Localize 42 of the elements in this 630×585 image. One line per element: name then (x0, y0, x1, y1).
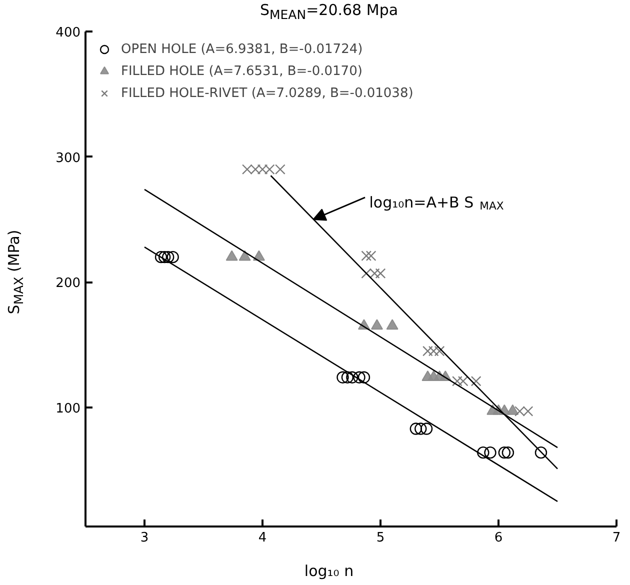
point (336, 371, 349, 384)
legend-label: OPEN HOLE (A=6.9381, B=-0.01724) (121, 42, 363, 56)
x-tick-label: 3 (140, 530, 149, 546)
point (353, 371, 366, 384)
point (158, 250, 171, 264)
point (370, 319, 383, 330)
point (410, 422, 422, 435)
point (428, 346, 439, 356)
y-tick-label: 100 (56, 401, 81, 416)
x-axis-title: log₁₀ n (304, 561, 354, 582)
point (358, 371, 370, 384)
point (470, 376, 482, 386)
point (484, 446, 496, 459)
point (534, 446, 548, 459)
legend-label: FILLED HOLE (A=7.6531, B=-0.0170) (121, 64, 362, 78)
point (154, 250, 168, 264)
point (375, 268, 386, 279)
point (162, 250, 174, 264)
point (506, 404, 519, 415)
point (361, 250, 372, 262)
point (420, 422, 433, 435)
point (414, 422, 427, 435)
y-tick-label: 400 (56, 26, 81, 40)
point (366, 250, 376, 262)
legend-label: FILLED HOLE-RIVET (A=7.0289, B=-0.01038) (121, 86, 414, 100)
point (458, 376, 468, 386)
point (346, 371, 358, 384)
x-tick-label: 7 (612, 530, 621, 546)
point (502, 446, 514, 459)
point (341, 371, 354, 384)
point (477, 446, 490, 459)
chart-title: S$_{MEAN}$=20.68 Mpa (260, 0, 398, 24)
y-tick-label: 200 (56, 276, 81, 292)
x-tick-label: 5 (376, 530, 385, 546)
y-tick-label: 300 (56, 150, 81, 166)
x-tick-label: 4 (258, 530, 267, 546)
x-tick-label: 6 (494, 530, 503, 546)
point (166, 250, 179, 264)
point (452, 376, 462, 386)
point (498, 446, 510, 459)
point (226, 250, 238, 261)
point (386, 319, 398, 330)
